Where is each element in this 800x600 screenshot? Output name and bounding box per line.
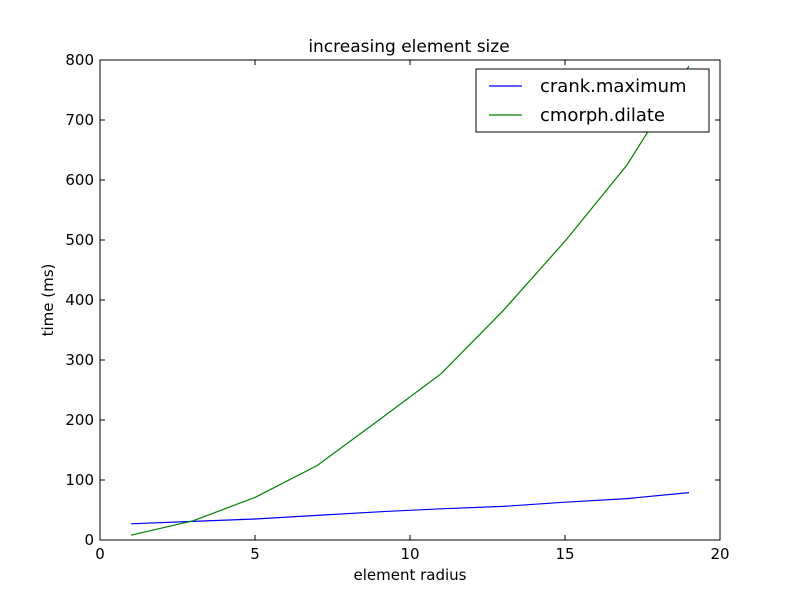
x-axis-label: element radius [354,566,467,584]
legend-label-cmorph-dilate: cmorph.dilate [540,105,665,126]
y-tick-label: 500 [65,231,94,249]
y-tick-label: 400 [65,291,94,309]
legend-label-crank-maximum: crank.maximum [540,76,687,97]
y-tick-label: 200 [65,411,94,429]
x-tick-label: 5 [250,545,260,563]
legend: crank.maximum cmorph.dilate [475,68,710,133]
series-lines [130,65,690,536]
y-tick-label: 0 [84,531,94,549]
y-tick-label: 700 [65,111,94,129]
series-line-cmorph-dilate [130,65,690,536]
x-tick-label: 0 [95,545,105,563]
series-line-crank-maximum [130,492,690,525]
y-tick-label: 300 [65,351,94,369]
y-tick-label: 600 [65,171,94,189]
x-tick-label: 10 [400,545,419,563]
chart-title: increasing element size [308,37,509,57]
plot-frame [99,59,721,541]
y-axis-label: time (ms) [39,264,57,337]
legend-box [475,68,710,133]
x-tick-label: 15 [555,545,574,563]
y-tick-label: 800 [65,51,94,69]
y-tick-label: 100 [65,471,94,489]
x-tick-label: 20 [710,545,729,563]
